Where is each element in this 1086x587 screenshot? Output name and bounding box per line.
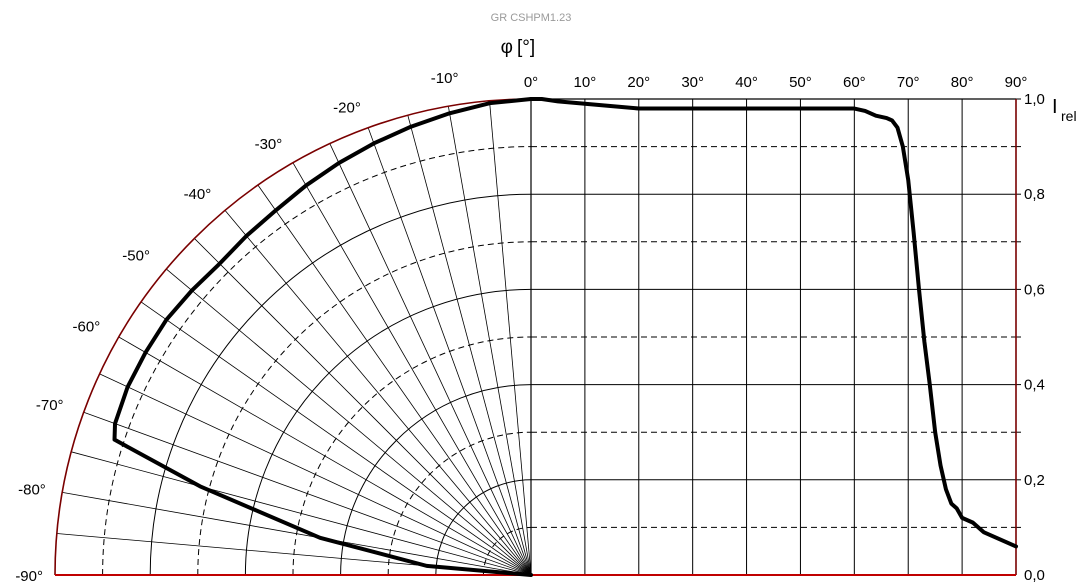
- x-tick-label: 70°: [897, 74, 920, 91]
- polar-ring-dashed: [292, 336, 532, 576]
- polar-spoke: [71, 451, 532, 576]
- x-tick-labels: 0° 10° 20° 30° 40° 50° 60° 70° 80° 90°: [524, 74, 1028, 91]
- series-curves: [112, 97, 1018, 577]
- polar-angle-label: -90°: [15, 568, 43, 585]
- polar-spoke: [99, 373, 532, 576]
- x-tick-label: 90°: [1005, 74, 1028, 91]
- y-tick-label: 0,0: [1024, 567, 1045, 584]
- x-tick-label: 50°: [789, 74, 812, 91]
- polar-ring-dashed: [102, 146, 532, 576]
- polar-angle-label: -10°: [431, 70, 459, 87]
- polar-grid: [56, 100, 532, 576]
- polar-angle-label: -80°: [18, 481, 46, 498]
- polar-spoke: [62, 491, 532, 576]
- y-tick-labels: 0,0 0,2 0,4 0,6 0,8 1,0: [1024, 91, 1045, 584]
- polar-spoke: [194, 238, 532, 576]
- x-tick-label: 40°: [735, 74, 758, 91]
- polar-angle-label: -30°: [255, 136, 283, 153]
- polar-angle-labels: -10° -20° -30° -40° -50° -60° -70° -80° -90°: [15, 70, 458, 585]
- polar-angle-label: -50°: [122, 247, 150, 264]
- polar-spoke: [329, 143, 532, 576]
- polar-angle-label: -40°: [184, 186, 212, 203]
- x-tick-label: 60°: [843, 74, 866, 91]
- y-tick-label: 1,0: [1024, 91, 1045, 108]
- polar-spoke: [407, 115, 532, 576]
- x-tick-label: 0°: [524, 74, 538, 91]
- y-tick-label: 0,4: [1024, 377, 1045, 394]
- y-tick-label: 0,6: [1024, 281, 1045, 298]
- x-tick-label: 80°: [951, 74, 974, 91]
- phi-axis-title: φ [°]: [501, 37, 535, 58]
- polar-spoke: [292, 162, 532, 576]
- polar-outer-arc: [54, 98, 532, 576]
- y-tick-label: 0,2: [1024, 472, 1045, 489]
- intensity-subscript: rel: [1061, 108, 1077, 124]
- polar-spoke: [367, 127, 532, 576]
- cartesian-grid: [531, 98, 1021, 575]
- polar-spoke: [224, 210, 532, 576]
- polar-intensity-curve: [112, 97, 533, 577]
- chart-code: GR CSHPM1.23: [491, 12, 572, 24]
- polar-spoke: [83, 411, 532, 576]
- polar-spoke: [166, 268, 532, 576]
- phi-unit: [°]: [517, 37, 535, 58]
- polar-spoke: [489, 100, 532, 576]
- polar-ring-dashed: [482, 526, 532, 576]
- polar-angle-label: -70°: [36, 397, 64, 414]
- polar-spoke: [447, 106, 532, 576]
- polar-spoke: [118, 336, 532, 576]
- x-tick-label: 10°: [574, 74, 597, 91]
- intensity-axis-title: I rel: [1052, 96, 1077, 124]
- polar-spoke: [257, 184, 532, 576]
- polar-angle-label: -60°: [73, 318, 101, 335]
- x-tick-label: 30°: [681, 74, 704, 91]
- y-tick-label: 0,8: [1024, 186, 1045, 203]
- frame: [54, 98, 1017, 576]
- x-tick-label: 20°: [627, 74, 650, 91]
- intensity-symbol: I: [1052, 96, 1058, 118]
- polar-spoke: [140, 301, 532, 576]
- polar-angle-label: -20°: [333, 100, 361, 117]
- phi-symbol: φ: [501, 37, 513, 58]
- cartesian-intensity-curve: [529, 97, 1018, 549]
